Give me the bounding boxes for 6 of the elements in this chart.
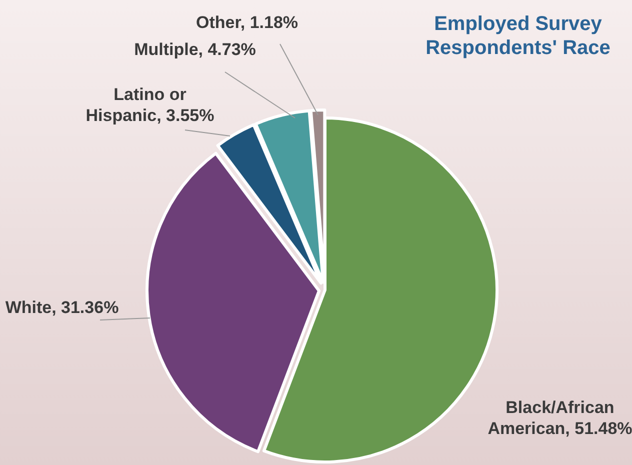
slice-label: Latino or Hispanic, 3.55% <box>86 85 214 125</box>
slice-label: Multiple, 4.73% <box>134 40 256 59</box>
text: Employed Survey Respondents' Race <box>426 13 610 59</box>
slice-label: White, 31.36% <box>5 298 119 317</box>
slice-label: Other, 1.18% <box>196 13 298 32</box>
slice-label: Black/African American, 51.48% <box>488 398 632 438</box>
